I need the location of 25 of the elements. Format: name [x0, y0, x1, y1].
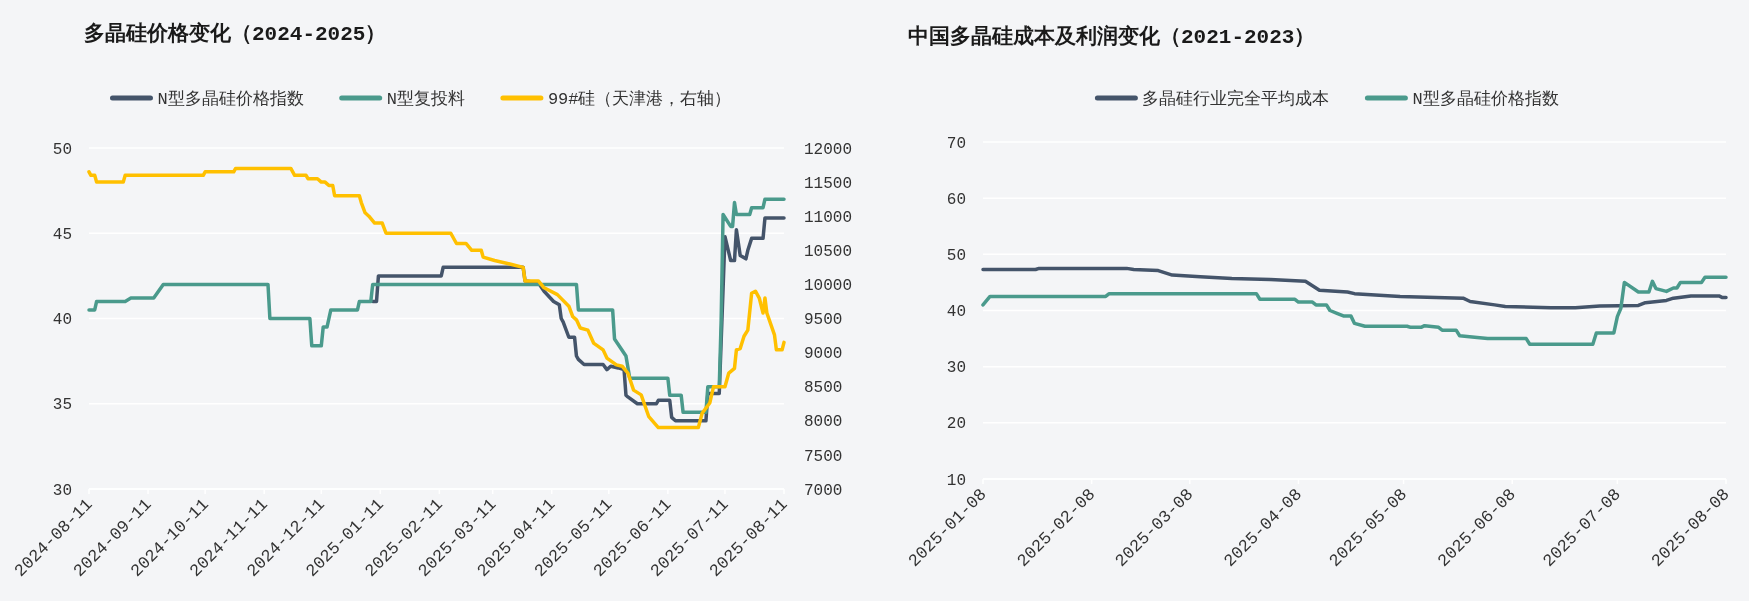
y2-tick-label: 9000	[804, 345, 843, 364]
y2-tick-label: 7500	[804, 447, 843, 466]
y-tick-label: 40	[946, 303, 966, 322]
y2-tick-label: 10000	[804, 277, 853, 295]
y2-tick-label: 10500	[804, 242, 853, 261]
y-tick-label: 30	[946, 359, 966, 378]
y-tick-label: 35	[52, 396, 72, 415]
y2-tick-label: 8000	[804, 413, 843, 432]
y2-tick-label: 12000	[804, 140, 853, 159]
y2-tick-label: 11500	[804, 174, 853, 193]
y2-tick-label: 8500	[804, 379, 843, 398]
y2-tick-label: 11000	[804, 208, 853, 227]
y-tick-label: 40	[52, 311, 72, 330]
y-tick-label: 10	[946, 471, 966, 490]
y2-tick-label: 9500	[804, 311, 843, 330]
chart-title: 多晶硅价格变化（2024-2025）	[84, 21, 387, 46]
y-tick-label: 60	[946, 190, 966, 209]
y-tick-label: 20	[946, 415, 966, 434]
chart-title: 中国多晶硅成本及利润变化（2021-2023）	[908, 24, 1316, 49]
y-tick-label: 50	[946, 246, 966, 265]
y2-tick-label: 7000	[804, 481, 843, 500]
y-tick-label: 30	[52, 481, 72, 500]
y-tick-label: 50	[52, 140, 72, 159]
y-tick-label: 70	[946, 134, 966, 153]
y-tick-label: 45	[52, 225, 72, 244]
